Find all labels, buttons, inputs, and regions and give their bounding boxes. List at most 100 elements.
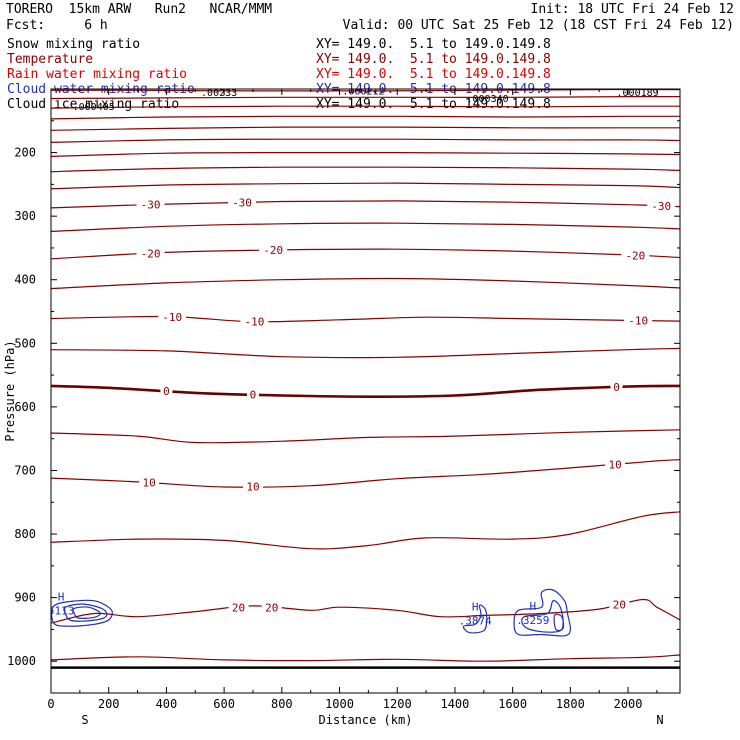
cloud-water-max-marker: H	[472, 601, 479, 614]
y-tick-label: 700	[14, 463, 36, 477]
isotherm-label: 20	[265, 601, 278, 614]
y-tick-label: 500	[14, 336, 36, 350]
isotherm--20	[51, 248, 680, 260]
isotherm-line	[51, 95, 680, 100]
legend-xy-range: XY= 149.0. 5.1 to 149.0.149.8	[316, 52, 551, 67]
legend-label: Snow mixing ratio	[7, 37, 141, 52]
y-tick-label: 200	[14, 146, 36, 160]
legend-label: Rain water mixing ratio	[7, 67, 188, 82]
cloud-water-contour	[462, 604, 488, 634]
y-tick-label: 900	[14, 591, 36, 605]
cloud-water-max-value: .3259	[516, 614, 549, 627]
isotherm-label-bg	[136, 197, 165, 211]
cloud-ice-label: .00233	[201, 88, 237, 99]
isotherm-label-bg	[259, 243, 288, 257]
y-tick-label: 800	[14, 527, 36, 541]
isotherm-label: 10	[142, 477, 155, 490]
isotherm-label: -30	[232, 196, 252, 209]
isotherm-line	[51, 138, 680, 143]
x-tick-label: 600	[213, 697, 235, 711]
cloud-water-contour	[63, 603, 108, 622]
y-tick-label: 600	[14, 400, 36, 414]
x-tick-label: 400	[156, 697, 178, 711]
isotherm-line	[51, 654, 680, 662]
isotherm-line	[51, 126, 680, 131]
isotherm-label-bg	[136, 246, 165, 260]
x-tick-label: 200	[98, 697, 120, 711]
isotherm-label-bg	[242, 479, 263, 493]
isotherm-line	[51, 182, 680, 190]
x-tick-label: 0	[47, 697, 54, 711]
isotherm-label: -10	[244, 316, 264, 329]
cloud-water-contour	[72, 606, 101, 619]
isotherm-20	[51, 598, 680, 624]
isotherm-label-bg	[261, 600, 282, 614]
init-time: Init: 18 UTC Fri 24 Feb 12	[530, 2, 735, 17]
x-axis-title: Distance (km)	[319, 713, 413, 727]
cloud-ice-label: .000189	[617, 88, 659, 99]
x-tick-label: 1000	[325, 697, 354, 711]
x-tick-label: 800	[271, 697, 293, 711]
y-tick-label: 1000	[7, 654, 36, 668]
south-end-label: S	[81, 713, 88, 727]
isotherm-line	[51, 166, 680, 173]
cloud-water-max-value: .3874	[459, 615, 492, 628]
isotherm-label: 10	[246, 481, 259, 494]
isotherm-label-bg	[139, 475, 160, 489]
cloud-water-max-marker: H	[58, 590, 65, 603]
legend-xy-range: XY= 149.0. 5.1 to 149.0.149.8	[316, 97, 551, 112]
x-tick-label: 1200	[383, 697, 412, 711]
legend-xy-range: XY= 149.0. 5.1 to 149.0.149.8	[316, 67, 551, 82]
isotherm-label: -30	[651, 200, 671, 213]
isotherm-label: -10	[628, 315, 648, 328]
y-tick-label: 300	[14, 209, 36, 223]
isotherm-label: 20	[613, 599, 626, 612]
isotherm-label-bg	[228, 195, 257, 209]
model-run-title: TORERO 15km ARW Run2 NCAR/MMM	[6, 2, 273, 17]
cloud-ice-label: .000405	[73, 102, 115, 113]
legend-xy-range: XY= 149.0. 5.1 to 149.0.149.8	[316, 37, 551, 52]
isotherm-label: 10	[608, 458, 621, 471]
forecast-hour: Fcst: 6 h	[6, 18, 108, 33]
cloud-water-contour	[513, 588, 572, 637]
isotherm-line	[51, 277, 680, 290]
isotherm-label-bg	[158, 309, 187, 323]
isotherm-label: 0	[163, 385, 170, 398]
north-end-label: N	[656, 713, 663, 727]
isotherm-label: 0	[613, 381, 620, 394]
isotherm-label-bg	[228, 600, 249, 614]
x-tick-label: 1400	[440, 697, 469, 711]
isotherm-label: 20	[232, 601, 245, 614]
isotherm-label-bg	[621, 248, 650, 262]
isotherm-0	[51, 384, 680, 399]
legend-label: Temperature	[7, 52, 94, 67]
cloud-ice-label: .000340	[466, 94, 508, 105]
isotherm-line	[51, 151, 680, 157]
isotherm-line	[51, 105, 680, 109]
plot-area: -30 -30 -30 -20 -20 -20 -10 -10 -10 0 0 0 10 10 10 20 20…	[48, 87, 680, 669]
isotherm-label-bg	[160, 384, 173, 398]
isotherm-line	[51, 429, 680, 444]
isotherm-label-bg	[240, 314, 269, 328]
cloud-water-contour	[553, 613, 565, 632]
x-tick-label: 2000	[614, 697, 643, 711]
isotherm-label: -10	[162, 311, 182, 324]
isotherm-line	[51, 115, 680, 120]
y-axis-title: Pressure (hPa)	[3, 340, 17, 441]
isotherm-label-bg	[624, 313, 653, 327]
isotherm-line	[51, 347, 680, 359]
isotherm-label: -30	[141, 199, 161, 212]
isotherm-label: -20	[141, 247, 161, 260]
isotherm-label-bg	[610, 379, 623, 393]
plot-frame	[50, 88, 681, 694]
isotherm--30	[51, 200, 680, 209]
isotherm-label-bg	[647, 198, 676, 212]
cloud-ice-label: .000212	[342, 87, 384, 98]
y-tick-label: 400	[14, 273, 36, 287]
cloud-water-max-value: 5113	[48, 604, 75, 617]
isotherm-label-bg	[605, 457, 626, 471]
cloud-water-contour	[51, 599, 113, 627]
isotherm--10	[51, 315, 680, 323]
x-tick-label: 1800	[556, 697, 585, 711]
isotherm-label-bg	[609, 597, 630, 611]
